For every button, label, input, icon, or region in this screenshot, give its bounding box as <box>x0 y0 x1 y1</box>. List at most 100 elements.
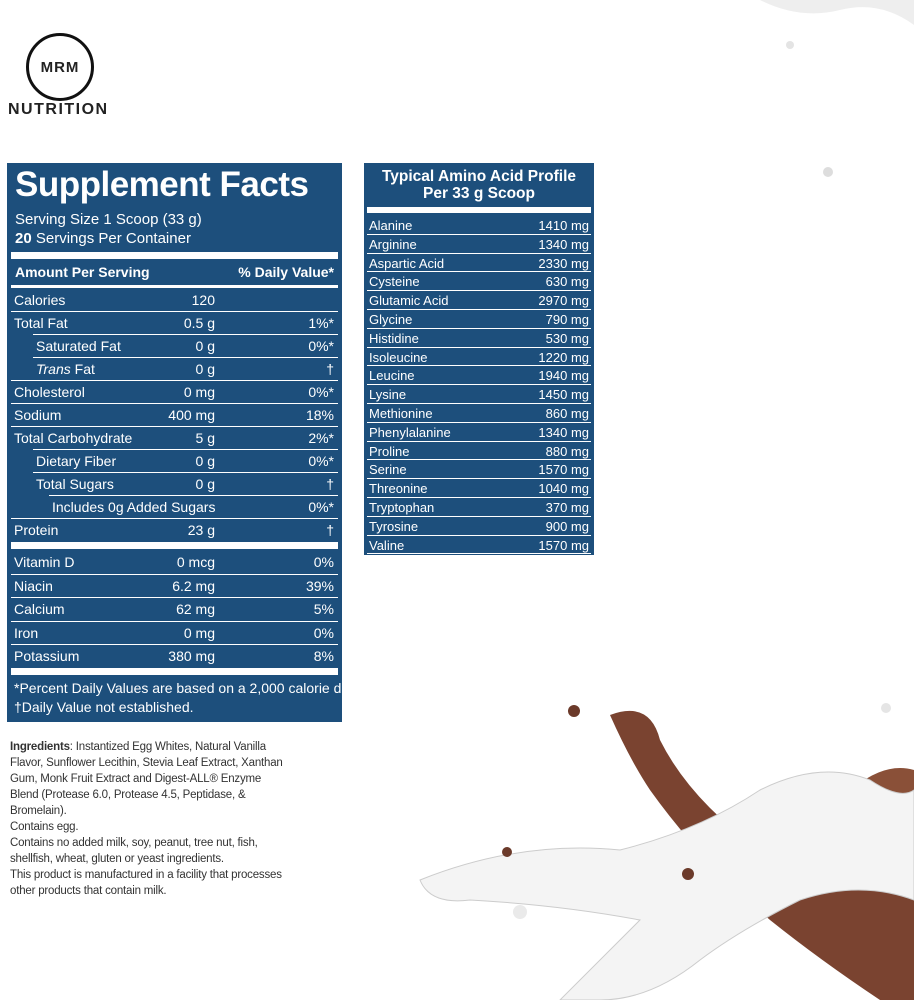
amino-row-bg <box>367 216 591 235</box>
amino-title: Per 33 g Scoop <box>423 185 535 202</box>
nutrient-name: Sodium <box>14 407 62 423</box>
nutrient-name: Calcium <box>14 601 65 617</box>
nutrient-amount: 0 mg <box>183 384 215 400</box>
amino-row-bg <box>367 385 591 404</box>
row-rule <box>11 311 338 312</box>
thick-rule <box>11 252 338 259</box>
amino-name: Phenylalanine <box>369 424 451 440</box>
amino-amount: 1220 mg <box>538 349 589 365</box>
row-rule <box>49 495 338 496</box>
nutrient-dv: 18% <box>305 407 334 423</box>
servings-text: Servings Per Container <box>35 230 191 247</box>
chocolate-drop <box>502 847 512 857</box>
nutrient-name: Total Carbohydrate <box>14 430 133 446</box>
amino-amount: 880 mg <box>545 443 589 459</box>
amino-name: Tyrosine <box>369 518 419 534</box>
nutrient-label: Vitamin D <box>14 554 74 570</box>
amino-name: Aspartic Acid <box>369 255 445 271</box>
nutrient-name: Protein <box>14 522 59 538</box>
milk-drop <box>823 167 833 177</box>
milk-drop <box>881 703 891 713</box>
servings: 20 Servings Per Container <box>15 230 191 247</box>
nutrient-name: Cholesterol <box>14 384 85 400</box>
nutrient-label: Protein <box>14 522 58 538</box>
amino-row-bg <box>367 291 591 310</box>
thick-rule <box>11 668 338 675</box>
nutrient-amount: 0 mg <box>183 624 215 641</box>
nutrient-amount: 400 mg <box>168 407 215 423</box>
thick-rule <box>11 542 338 549</box>
nutrient-name: Total Sugars <box>36 476 114 492</box>
amino-name: Glycine <box>369 312 413 327</box>
serving-size: Serving Size 1 Scoop (33 g) <box>15 211 202 228</box>
ingredients-label: Ingredients <box>10 741 70 753</box>
nutrient-name: Calories <box>14 292 66 308</box>
nutrient-dv: 8% <box>313 648 334 664</box>
amino-amount: 1450 mg <box>538 387 589 403</box>
thick-rule <box>367 207 591 213</box>
footnote: †Daily Value not established. <box>14 699 194 715</box>
nutrient-dv: 0%* <box>308 499 334 515</box>
amino-row-bg <box>367 404 591 423</box>
nutrient-name: Includes 0g Added Sugars <box>52 499 216 515</box>
servings-count: 20 <box>15 230 32 247</box>
header-dv: % Daily Value* <box>238 264 334 280</box>
milk-drop <box>786 41 794 49</box>
nutrient-amount: 23 g <box>187 522 215 538</box>
row-rule <box>11 426 338 427</box>
row-rule <box>33 357 338 358</box>
row-rule <box>11 597 338 598</box>
amino-name: Cysteine <box>369 274 420 290</box>
nutrient-name: Niacin <box>14 577 53 594</box>
nutrient-dv: 5% <box>313 601 334 617</box>
amino-name: Glutamic Acid <box>369 293 449 309</box>
ingredients-text: : Instantized Egg Whites, Natural Vanill… <box>10 741 283 817</box>
nutrient-amount: 6.2 mg <box>172 577 215 594</box>
nutrient-label: Iron <box>14 625 38 641</box>
nutrient-dv: † <box>326 476 334 492</box>
nutrient-amount: 0.5 g <box>183 315 215 331</box>
nutrient-amount: 0 g <box>195 338 215 354</box>
nutrient-label: Calories <box>14 292 65 308</box>
amino-amount: 1570 mg <box>538 537 589 553</box>
nutrient-name: Total Fat <box>14 315 68 331</box>
nutrient-label: Cholesterol <box>14 384 85 400</box>
amino-name: Valine <box>369 537 405 553</box>
amino-row-bg <box>367 366 591 386</box>
nutrient-amount: 0 g <box>195 361 215 377</box>
nutrient-dv: 0%* <box>308 384 334 400</box>
amino-profile: Typical Amino Acid Profile Per 33 g Scoop… <box>364 163 594 555</box>
nutrient-amount: 5 g <box>195 430 215 446</box>
nutrient-label-italic: Trans <box>36 361 71 377</box>
amino-row-bg <box>367 536 591 555</box>
nutrient-name: Iron <box>14 624 39 641</box>
nutrient-name: Dietary Fiber <box>36 453 117 469</box>
amino-row-bg <box>367 517 591 536</box>
ingredients: Ingredients: Instantized Egg Whites, Nat… <box>10 739 288 899</box>
chocolate-drop <box>682 868 694 880</box>
milk-splash-top <box>760 0 914 25</box>
amino-amount: 1340 mg <box>538 236 589 252</box>
rule <box>11 285 338 288</box>
amino-amount: 2330 mg <box>538 255 589 271</box>
amino-amount: 900 mg <box>545 518 589 534</box>
row-rule <box>11 380 338 381</box>
row-rule <box>33 472 338 473</box>
amino-name: Threonine <box>369 481 428 497</box>
amino-amount: 1340 mg <box>538 424 589 440</box>
amino-name: Serine <box>369 462 407 478</box>
nutrient-label: Calcium <box>14 601 65 617</box>
amino-row-bg <box>367 235 591 254</box>
row-rule <box>11 644 338 645</box>
amino-row-bg <box>367 329 591 348</box>
amino-amount: 630 mg <box>545 274 589 290</box>
amino-amount: 370 mg <box>545 500 589 515</box>
nutrient-dv: 2%* <box>308 430 334 446</box>
amino-amount: 1410 mg <box>538 218 589 233</box>
nutrient-label: Niacin <box>14 578 53 594</box>
nutrient-label: Potassium <box>14 648 79 664</box>
amino-row-bg <box>367 310 591 329</box>
amino-amount: 790 mg <box>545 312 589 327</box>
row-rule <box>11 620 338 622</box>
